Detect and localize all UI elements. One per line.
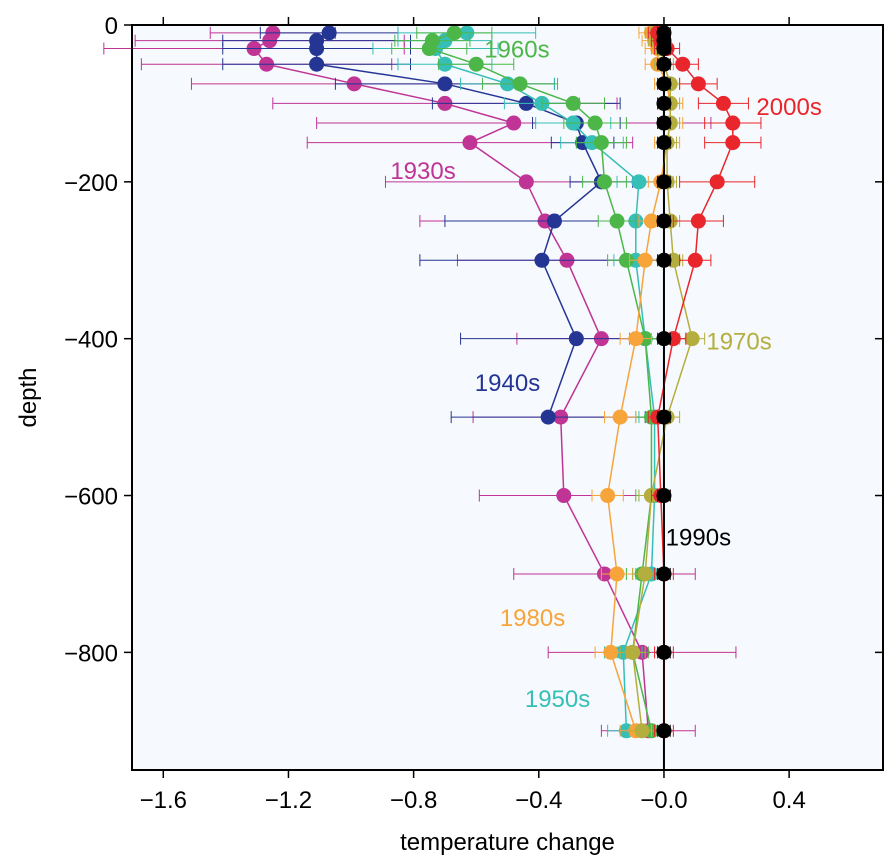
- data-point: [587, 115, 603, 131]
- data-point: [565, 95, 581, 111]
- data-point: [634, 723, 650, 739]
- series-label-1950s: 1950s: [525, 686, 590, 713]
- data-point: [656, 566, 672, 582]
- data-point: [643, 213, 659, 229]
- data-point: [612, 409, 628, 425]
- data-point: [468, 56, 484, 72]
- x-tick-label: −0.0: [640, 787, 687, 814]
- data-point: [656, 41, 672, 57]
- x-tick-label: 0.4: [772, 787, 805, 814]
- data-point: [321, 25, 337, 41]
- data-point: [600, 488, 616, 504]
- data-point: [690, 213, 706, 229]
- data-point: [609, 566, 625, 582]
- x-tick-label: −0.8: [390, 787, 437, 814]
- series-label-1940s: 1940s: [475, 370, 540, 397]
- data-point: [597, 174, 613, 190]
- y-tick-label: −600: [64, 484, 118, 511]
- y-tick-label: −200: [64, 170, 118, 197]
- plot-background: [132, 25, 883, 770]
- data-point: [618, 252, 634, 268]
- data-point: [421, 41, 437, 57]
- data-point: [656, 409, 672, 425]
- series-label-1930s: 1930s: [390, 158, 455, 185]
- data-point: [656, 723, 672, 739]
- data-point: [637, 566, 653, 582]
- data-point: [628, 331, 644, 347]
- data-point: [656, 76, 672, 92]
- data-point: [687, 252, 703, 268]
- data-point: [437, 76, 453, 92]
- data-point: [631, 174, 647, 190]
- x-axis-title: temperature change: [400, 829, 615, 856]
- data-point: [309, 41, 325, 57]
- data-point: [656, 56, 672, 72]
- y-tick-label: −800: [64, 640, 118, 667]
- data-point: [540, 409, 556, 425]
- series-label-1960s: 1960s: [484, 37, 549, 64]
- data-point: [609, 213, 625, 229]
- data-point: [518, 174, 534, 190]
- y-tick-label: 0: [105, 13, 118, 40]
- data-point: [656, 174, 672, 190]
- series-1990s: [656, 25, 672, 739]
- series-label-2000s: 2000s: [756, 94, 821, 121]
- data-point: [656, 213, 672, 229]
- data-point: [725, 135, 741, 151]
- data-point: [656, 135, 672, 151]
- data-point: [556, 488, 572, 504]
- y-tick-label: −400: [64, 327, 118, 354]
- data-point: [446, 25, 462, 41]
- y-axis-title: depth: [15, 367, 42, 427]
- data-point: [534, 252, 550, 268]
- data-point: [637, 252, 653, 268]
- x-tick-label: −1.6: [140, 787, 187, 814]
- data-point: [709, 174, 725, 190]
- data-point: [690, 76, 706, 92]
- data-point: [656, 644, 672, 660]
- data-point: [309, 56, 325, 72]
- x-tick-label: −0.4: [515, 787, 562, 814]
- series-label-1980s: 1980s: [500, 605, 565, 632]
- data-point: [656, 115, 672, 131]
- data-point: [715, 95, 731, 111]
- data-point: [512, 76, 528, 92]
- data-point: [593, 135, 609, 151]
- data-point: [684, 331, 700, 347]
- data-point: [506, 115, 522, 131]
- series-label-1970s: 1970s: [706, 328, 771, 355]
- data-point: [568, 331, 584, 347]
- data-point: [603, 644, 619, 660]
- data-point: [656, 95, 672, 111]
- x-tick-label: −1.2: [265, 787, 312, 814]
- data-point: [675, 56, 691, 72]
- plot-frame: [131, 24, 884, 771]
- data-point: [546, 213, 562, 229]
- series-label-1990s: 1990s: [666, 524, 731, 551]
- data-point: [625, 644, 641, 660]
- data-point: [656, 488, 672, 504]
- data-point: [725, 115, 741, 131]
- data-point: [656, 331, 672, 347]
- data-point: [656, 252, 672, 268]
- data-point: [462, 135, 478, 151]
